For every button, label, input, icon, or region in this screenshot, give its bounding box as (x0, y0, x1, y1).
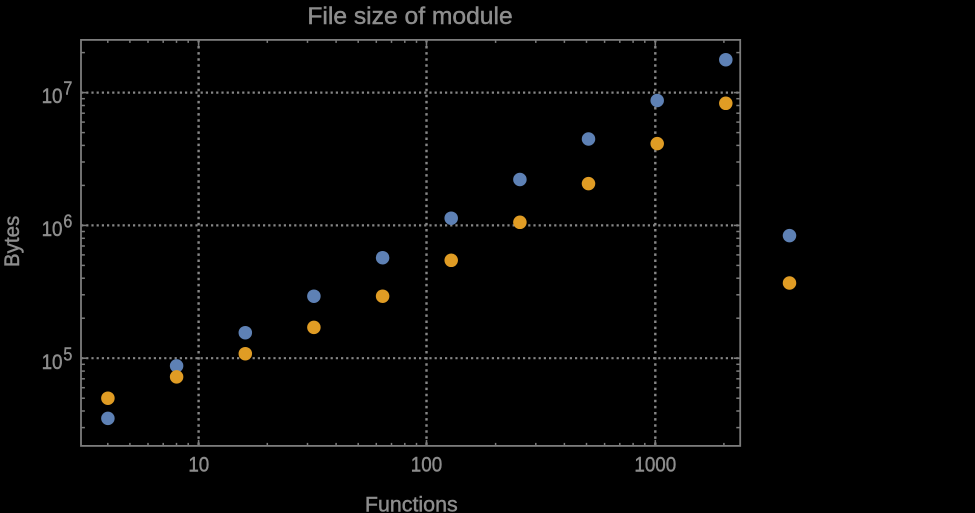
svg-text:100: 100 (411, 453, 442, 476)
svg-text:Functions: Functions (365, 492, 458, 513)
svg-text:10: 10 (42, 351, 63, 374)
svg-text:10: 10 (42, 218, 63, 241)
svg-text:10: 10 (188, 453, 209, 476)
svg-text:File size of module: File size of module (307, 3, 512, 30)
svg-text:5: 5 (63, 343, 72, 364)
svg-text:1000: 1000 (634, 453, 676, 476)
svg-text:Bytes: Bytes (1, 216, 24, 267)
svg-text:7: 7 (63, 78, 72, 99)
svg-text:10: 10 (42, 85, 63, 108)
svg-text:6: 6 (63, 211, 72, 232)
